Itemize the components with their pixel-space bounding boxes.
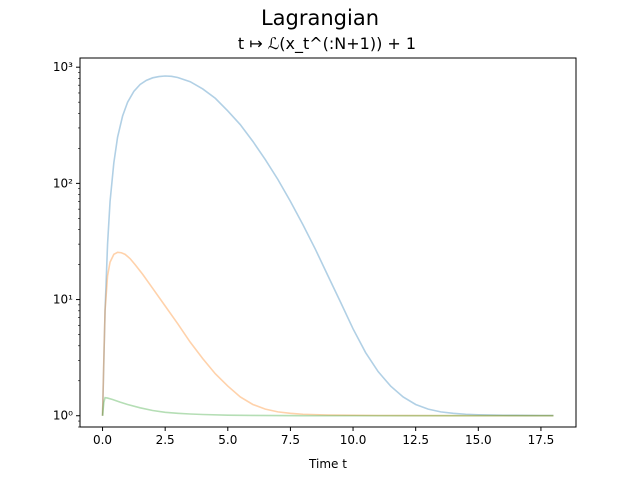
x-tick-label: 17.5: [528, 433, 555, 447]
series-layer: [101, 75, 554, 417]
chart-title: Lagrangian: [261, 6, 379, 30]
x-tick-label: 15.0: [465, 433, 492, 447]
y-tick-label: 10⁰: [53, 409, 73, 423]
x-axis-label: Time t: [308, 457, 347, 471]
x-axis: 0.0 2.5 5.0 7.5 10.0 12.5 15.0 17.5: [93, 427, 554, 447]
series-line-3: [101, 396, 554, 417]
y-tick-label: 10³: [53, 60, 73, 74]
x-tick-label: 7.5: [281, 433, 300, 447]
y-tick-label: 10²: [53, 176, 73, 190]
x-tick-label: 0.0: [93, 433, 112, 447]
x-tick-label: 2.5: [156, 433, 175, 447]
axes-frame: [79, 57, 577, 428]
plot-area: [79, 57, 577, 428]
y-axis: 10⁰ 10¹ 10² 10³: [53, 60, 80, 428]
series-line-2: [101, 251, 554, 417]
series-line-1: [101, 75, 554, 417]
x-tick-label: 10.0: [340, 433, 367, 447]
y-tick-label: 10¹: [53, 293, 73, 307]
chart-subtitle: t ↦ ℒ(x_t^(:N+1)) + 1: [238, 34, 416, 54]
x-tick-label: 12.5: [402, 433, 429, 447]
x-tick-label: 5.0: [218, 433, 237, 447]
